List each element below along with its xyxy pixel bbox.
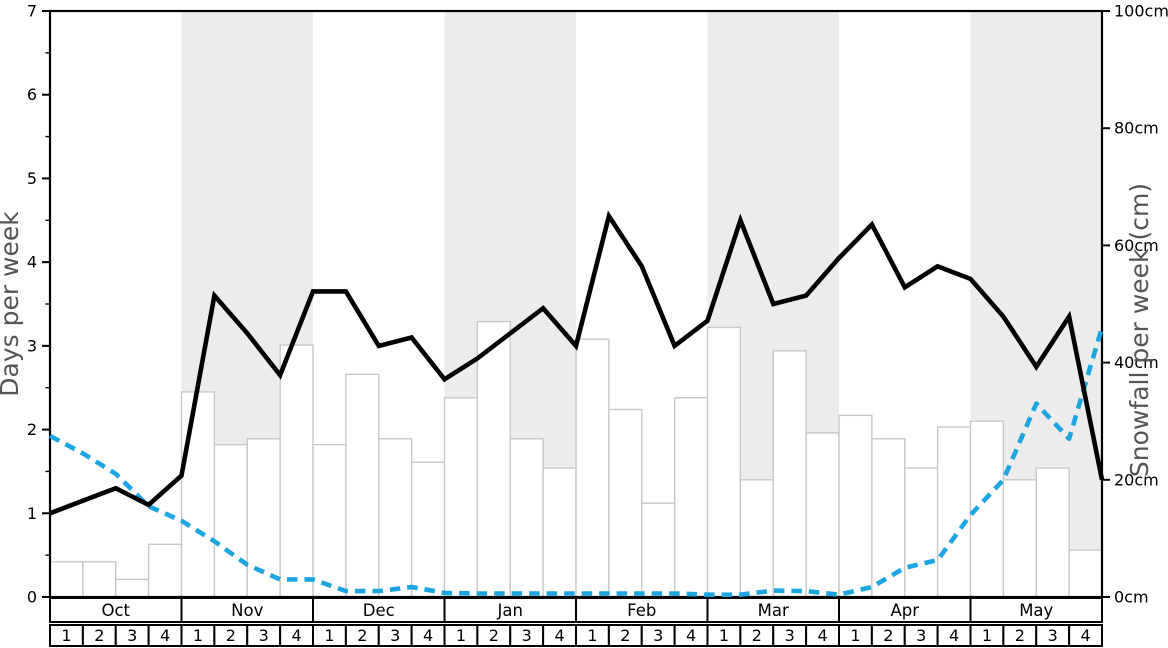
week-number-label: 3 <box>785 626 795 645</box>
snowfall-bar <box>1068 549 1103 598</box>
month-label: Apr <box>890 601 919 620</box>
snowfall-bar <box>509 438 544 598</box>
snowfall-bar <box>673 397 709 598</box>
month-label: May <box>1019 601 1053 620</box>
snowfall-bar <box>213 443 248 598</box>
left-axis-tick-label: 1 <box>27 504 37 523</box>
snowfall-bar <box>1035 467 1070 598</box>
month-cell <box>838 597 972 623</box>
week-number-label: 2 <box>752 626 762 645</box>
week-number-label: 2 <box>357 626 367 645</box>
right-axis-tick-label: 0cm <box>1114 588 1149 607</box>
snowfall-bar <box>246 438 281 598</box>
week-number-label: 2 <box>620 626 630 645</box>
week-number-label: 1 <box>982 626 992 645</box>
week-number-label: 4 <box>160 626 170 645</box>
week-number-label: 2 <box>94 626 104 645</box>
snowfall-bar <box>312 443 347 598</box>
week-number-label: 3 <box>522 626 532 645</box>
left-axis-title: Days per week <box>0 211 24 397</box>
week-number-label: 1 <box>850 626 860 645</box>
days-per-week-line <box>49 210 1105 516</box>
week-number-label: 1 <box>456 626 466 645</box>
snowfall-bar <box>378 438 413 598</box>
week-number-label: 3 <box>259 626 269 645</box>
snowfall-bar <box>542 467 577 598</box>
month-cell <box>443 597 577 623</box>
snowfall-bar <box>180 391 216 598</box>
snowfall-bar <box>115 578 150 598</box>
left-axis-tick-label: 4 <box>27 253 37 272</box>
right-axis-tick-label: 100cm <box>1114 2 1168 21</box>
right-axis-title: Snowfall per week (cm) <box>1125 183 1154 477</box>
snowfall-bar <box>739 479 774 598</box>
week-number-label: 4 <box>423 626 433 645</box>
week-number-label: 1 <box>61 626 71 645</box>
snowfall-bar <box>82 561 117 598</box>
left-axis-tick-label: 7 <box>27 2 37 21</box>
month-cell <box>969 597 1103 623</box>
week-number-label: 3 <box>127 626 137 645</box>
snowfall-bar <box>838 414 873 598</box>
snowfall-bar <box>279 344 314 598</box>
month-label: Feb <box>627 601 656 620</box>
week-number-label: 2 <box>226 626 236 645</box>
week-number-label: 3 <box>390 626 400 645</box>
week-number-label: 1 <box>193 626 203 645</box>
snowfall-dashed-line <box>48 326 1105 598</box>
month-label: Dec <box>363 601 395 620</box>
month-label: Oct <box>101 601 130 620</box>
week-number-label: 3 <box>916 626 926 645</box>
week-number-label: 3 <box>1048 626 1058 645</box>
snowfall-bar <box>575 338 610 598</box>
snowfall-bar <box>608 408 643 598</box>
right-axis-tick-label: 40cm <box>1114 353 1159 372</box>
week-number-label: 4 <box>291 626 301 645</box>
month-label: Jan <box>497 601 523 620</box>
week-number-label: 4 <box>817 626 827 645</box>
week-number-label: 3 <box>653 626 663 645</box>
week-number-label: 2 <box>1015 626 1025 645</box>
right-axis-tick-label: 80cm <box>1114 119 1159 138</box>
week-number-label: 2 <box>883 626 893 645</box>
snowfall-bar <box>936 426 972 598</box>
right-axis-tick-label: 60cm <box>1114 236 1159 255</box>
week-cell <box>1068 624 1103 647</box>
snowfall-bar <box>147 543 183 598</box>
left-axis-tick-label: 2 <box>27 420 37 439</box>
week-number-label: 1 <box>324 626 334 645</box>
week-number-label: 1 <box>719 626 729 645</box>
month-cell <box>180 597 314 623</box>
week-number-label: 4 <box>949 626 959 645</box>
month-label: Mar <box>758 601 789 620</box>
snowfall-bar <box>805 432 840 598</box>
snowfall-bar <box>345 373 380 598</box>
snowfall-bar <box>49 561 84 598</box>
left-axis-tick-label: 5 <box>27 169 37 188</box>
snowfall-bar <box>772 350 807 598</box>
snowfall-bar <box>641 502 676 598</box>
snowfall-bar <box>904 467 939 598</box>
week-number-label: 4 <box>1080 626 1090 645</box>
month-label: Nov <box>231 601 263 620</box>
snowfall-bar <box>706 326 742 598</box>
snowfall-bar <box>443 397 479 598</box>
snowfall-bar <box>410 461 446 598</box>
right-axis-tick-label: 20cm <box>1114 470 1159 489</box>
snowfall-bar <box>476 320 511 598</box>
week-number-label: 1 <box>587 626 597 645</box>
week-number-label: 2 <box>489 626 499 645</box>
month-cell <box>49 597 183 623</box>
left-axis-tick-label: 0 <box>27 588 37 607</box>
left-axis-tick-label: 3 <box>27 336 37 355</box>
left-axis-tick-label: 6 <box>27 85 37 104</box>
week-number-label: 4 <box>554 626 564 645</box>
week-number-label: 4 <box>686 626 696 645</box>
snowfall-bar <box>1002 479 1037 598</box>
